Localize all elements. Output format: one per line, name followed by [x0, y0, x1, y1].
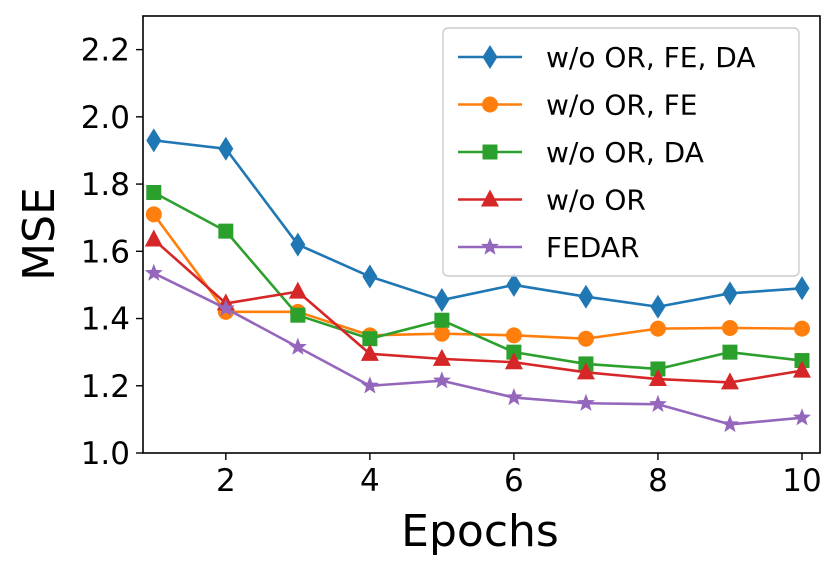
legend-label: w/o OR, FE, DA	[546, 41, 755, 74]
data-point	[722, 281, 738, 306]
legend-item: w/o OR, DA	[458, 136, 704, 169]
x-tick-label: 8	[648, 463, 668, 499]
data-point	[506, 272, 522, 297]
x-tick-label: 2	[216, 463, 236, 499]
data-point	[360, 343, 379, 361]
series-line	[152, 213, 803, 341]
data-point	[792, 408, 812, 426]
y-tick-label: 1.0	[81, 436, 130, 472]
data-point	[218, 136, 234, 161]
data-point	[720, 414, 740, 433]
y-tick-label: 2.2	[81, 33, 130, 69]
legend-label: w/o OR	[546, 184, 646, 217]
legend-marker	[482, 96, 498, 113]
legend-label: w/o OR, DA	[546, 136, 704, 169]
series-line	[153, 139, 803, 309]
data-point	[288, 337, 307, 355]
data-point	[218, 223, 234, 239]
data-point	[288, 281, 307, 299]
series-line	[152, 238, 803, 384]
legend-marker	[481, 189, 499, 207]
data-point	[721, 319, 738, 336]
data-point	[506, 344, 522, 360]
x-axis-title: Epochs	[401, 506, 559, 557]
data-point	[576, 362, 595, 380]
data-point	[648, 394, 667, 412]
legend-box	[442, 27, 800, 277]
series-4	[144, 229, 811, 390]
data-point	[649, 320, 666, 337]
legend-marker	[482, 144, 498, 160]
data-point	[362, 331, 378, 347]
data-point	[432, 348, 451, 366]
data-point	[504, 352, 523, 370]
data-point	[793, 320, 810, 337]
legend-marker	[482, 45, 498, 69]
data-point	[434, 288, 450, 313]
series-3	[146, 184, 810, 377]
legend-item: w/o OR, FE, DA	[458, 41, 755, 74]
data-point	[650, 361, 666, 377]
axes-frame	[142, 15, 821, 454]
data-point	[146, 128, 162, 153]
data-point	[216, 298, 235, 317]
data-point	[792, 360, 811, 378]
legend: w/o OR, FE, DA w/o OR, FE w/o OR, DA w/o OR…	[442, 27, 800, 277]
y-axis-title: MSE	[14, 187, 65, 281]
data-point	[576, 393, 595, 411]
data-point	[433, 325, 450, 342]
y-tick-label: 2.0	[81, 100, 130, 136]
y-tick-label: 1.2	[81, 369, 130, 405]
data-point	[720, 372, 739, 390]
y-tick-label: 1.6	[81, 234, 130, 270]
legend-marker	[480, 237, 500, 255]
data-point	[504, 388, 523, 406]
data-point	[577, 330, 594, 347]
data-point	[434, 312, 450, 328]
series-5	[144, 263, 812, 433]
y-tick-label: 1.4	[81, 302, 130, 338]
legend-item: w/o OR, FE	[458, 89, 697, 122]
data-point	[578, 284, 594, 309]
data-point	[432, 371, 451, 389]
legend-item: FEDAR	[458, 231, 639, 264]
data-point	[290, 232, 306, 257]
data-point	[360, 376, 379, 394]
data-point	[290, 307, 306, 323]
data-point	[144, 263, 163, 281]
data-point	[794, 353, 810, 369]
data-point	[794, 276, 810, 301]
x-tick-label: 10	[782, 463, 821, 499]
data-point	[505, 327, 522, 344]
x-tick-label: 4	[360, 463, 380, 499]
data-point	[144, 229, 163, 247]
data-point	[146, 184, 162, 200]
data-point	[722, 344, 738, 360]
series-1	[146, 128, 810, 319]
data-point	[145, 206, 162, 223]
series-line	[153, 271, 803, 426]
x-tick-label: 6	[504, 463, 524, 499]
data-point	[362, 264, 378, 289]
legend-item: w/o OR	[458, 184, 646, 217]
series-line	[153, 191, 803, 371]
legend-label: FEDAR	[546, 231, 639, 264]
data-point	[650, 294, 666, 319]
y-tick-label: 1.8	[81, 167, 130, 203]
legend-label: w/o OR, FE	[546, 89, 697, 122]
data-point	[648, 369, 667, 387]
